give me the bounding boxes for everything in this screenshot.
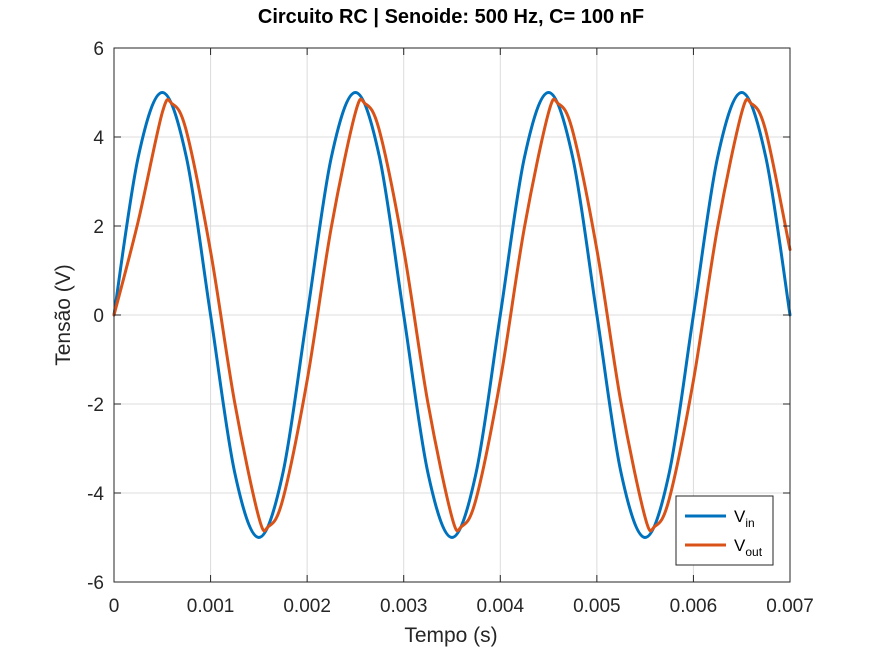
x-tick-label: 0.004 (477, 596, 525, 617)
axis-ticks: 0 0.001 0.002 0.003 0.004 0.005 0.006 0.007 -6 -4… (87, 39, 814, 617)
legend-label-vin: Vin (734, 507, 755, 530)
legend-label-vout: Vout (734, 536, 763, 559)
y-tick-label: 6 (93, 39, 104, 60)
x-tick-label: 0 (109, 596, 120, 617)
data-series (112, 91, 792, 539)
y-tick-label: -4 (87, 484, 104, 505)
legend-vout-main: V (734, 536, 746, 555)
x-tick-label: 0.001 (187, 596, 235, 617)
x-tick-label: 0.002 (283, 596, 331, 617)
y-tick-label: 2 (93, 217, 104, 238)
chart-title: Circuito RC | Senoide: 500 Hz, C= 100 nF (258, 6, 644, 28)
x-tick-label: 0.003 (380, 596, 428, 617)
series-line-out (112, 97, 792, 533)
series-line-in (112, 91, 792, 539)
y-tick-label: 4 (93, 128, 104, 149)
legend: Vin Vout (675, 495, 774, 566)
y-axis-label: Tensão (V) (52, 264, 75, 366)
legend-vout-sub: out (745, 545, 762, 559)
legend-vin-sub: in (745, 516, 754, 530)
x-tick-label: 0.007 (766, 596, 814, 617)
grid-lines (114, 48, 790, 582)
y-tick-label: -2 (87, 395, 104, 416)
legend-vin-main: V (734, 507, 746, 526)
y-tick-label: 0 (93, 306, 104, 327)
y-tick-label: -6 (87, 573, 104, 594)
x-axis-label: Tempo (s) (404, 624, 497, 647)
x-tick-label: 0.005 (573, 596, 621, 617)
x-tick-label: 0.006 (670, 596, 718, 617)
legend-box (675, 495, 774, 566)
